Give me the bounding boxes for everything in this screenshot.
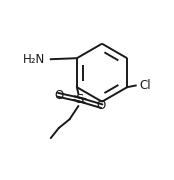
Text: H₂N: H₂N <box>23 53 45 66</box>
Text: S: S <box>76 93 84 106</box>
Text: O: O <box>97 99 106 112</box>
Text: Cl: Cl <box>139 79 151 92</box>
Text: O: O <box>54 89 64 102</box>
